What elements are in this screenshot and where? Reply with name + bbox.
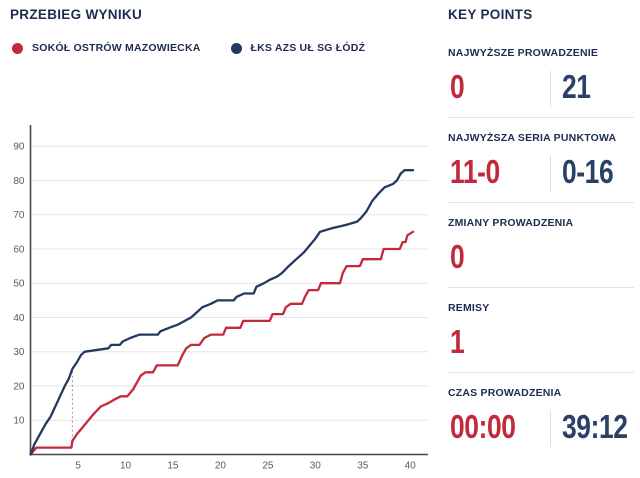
legend-team-name: ŁKS AZS UŁ SG ŁÓDŹ [250,42,366,54]
series-line-away [29,169,415,456]
y-tick-label: 40 [13,313,25,324]
y-tick-label: 20 [13,382,25,393]
x-tick-label: 25 [262,461,274,472]
stat-value-away: 0-16 [562,153,614,190]
axis-line [29,125,428,456]
stat-values: 00:00 39:12 [448,407,634,451]
section-divider [448,287,634,288]
stat-label: REMISY [448,302,490,314]
stat-value-divider [550,71,551,107]
legend-item-away: ŁKS AZS UŁ SG ŁÓDŹ [230,42,366,54]
x-tick-label: 35 [357,461,369,472]
stat-lead-changes: ZMIANY PROWADZENIA 0 [448,217,634,302]
stat-value-away: 21 [562,68,591,105]
key-points-title: KEY POINTS [448,7,533,22]
y-tick-label: 10 [13,416,25,427]
stat-value-away: 39:12 [562,408,628,445]
y-tick-label: 50 [13,279,25,290]
stat-value-divider [550,156,551,192]
stat-label: CZAS PROWADZENIA [448,387,562,399]
stat-value-home: 00:00 [450,408,516,445]
y-tick-label: 30 [13,347,25,358]
stat-values: 0 [448,237,634,281]
y-tick-label: 80 [13,176,25,187]
stat-label: NAJWYŻSZA SERIA PUNKTOWA [448,132,617,144]
legend-dot-icon [230,42,242,54]
stat-values: 11-0 0-16 [448,152,634,196]
x-tick-label: 15 [167,461,179,472]
stat-values: 0 21 [448,67,634,111]
y-tick-label: 70 [13,210,25,221]
section-divider [448,202,634,203]
stat-label: ZMIANY PROWADZENIA [448,217,574,229]
chart-title: PRZEBIEG WYNIKU [10,7,143,22]
stat-value-home: 1 [450,323,465,360]
score-progression-chart: 10 20 30 40 50 60 70 80 90 5 10 15 20 25 30 35 40 [13,125,428,472]
x-tick-label: 30 [310,461,322,472]
stat-value-home: 0 [450,238,465,275]
stat-value-home: 0 [450,68,465,105]
series-line-home [29,230,415,456]
legend-dot-icon [12,42,23,54]
stat-highest-lead: NAJWYŻSZE PROWADZENIE 0 21 [448,47,634,132]
x-tick-label: 10 [120,461,132,472]
key-points-list: NAJWYŻSZE PROWADZENIE 0 21 NAJWYŻSZA SERIA … [448,47,634,472]
stat-time-in-lead: CZAS PROWADZENIA 00:00 39:12 [448,387,634,472]
stat-values: 1 [448,322,634,366]
chart-legend: SOKÓŁ OSTRÓW MAZOWIECKA ŁKS AZS UŁ SG ŁÓD… [12,42,395,54]
legend-team-name: SOKÓŁ OSTRÓW MAZOWIECKA [32,42,201,54]
stat-highest-run: NAJWYŻSZA SERIA PUNKTOWA 11-0 0-16 [448,132,634,217]
y-tick-label: 90 [13,142,25,153]
x-tick-label: 20 [215,461,227,472]
x-tick-label: 5 [75,461,81,472]
legend-item-home: SOKÓŁ OSTRÓW MAZOWIECKA [12,42,201,54]
stat-value-home: 11-0 [450,153,500,190]
stat-label: NAJWYŻSZE PROWADZENIE [448,47,599,59]
stat-ties: REMISY 1 [448,302,634,387]
section-divider [448,372,634,373]
stat-value-divider [550,411,551,447]
x-tick-label: 40 [405,461,417,472]
y-tick-label: 60 [13,245,25,256]
section-divider [448,117,634,118]
